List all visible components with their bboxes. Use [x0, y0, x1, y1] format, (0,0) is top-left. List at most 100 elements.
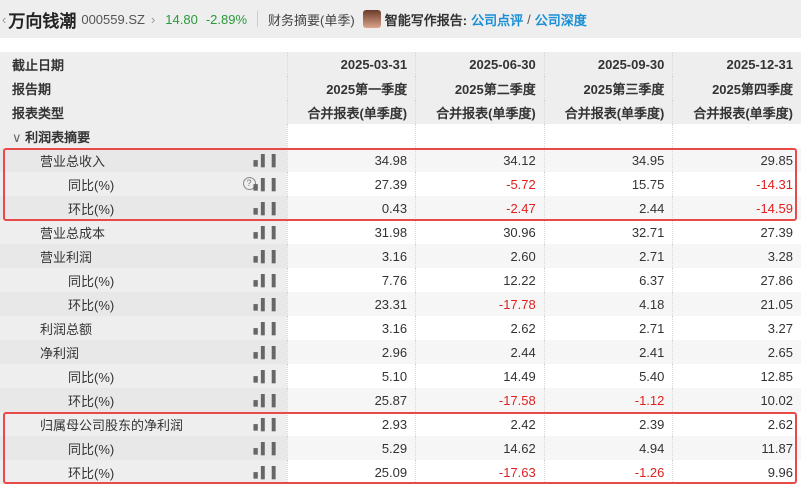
- value-cell: -17.63: [415, 460, 545, 484]
- table-row: 环比(%) ▖▌▐ 0.43 -2.47 2.44 -14.59: [0, 196, 801, 220]
- value-cell: -1.26: [543, 460, 673, 484]
- row-label: 同比(%): [68, 177, 115, 193]
- value-cell: -1.12: [543, 388, 673, 412]
- empty-cell: [543, 124, 673, 148]
- row-label: 环比(%): [68, 297, 115, 313]
- row-label: 同比(%): [68, 273, 115, 289]
- empty-cell: [672, 124, 801, 148]
- value-cell: 25.09: [286, 460, 416, 484]
- divider: [257, 11, 259, 27]
- value-cell: -17.58: [415, 388, 545, 412]
- stock-change: -2.89%: [205, 11, 248, 27]
- value-cell: 4.18: [543, 292, 673, 316]
- value-cell: -5.72: [415, 172, 545, 196]
- section-label: 利润表摘要: [25, 129, 91, 145]
- bar-chart-icon[interactable]: ▖▌▐: [253, 251, 275, 263]
- bar-chart-icon[interactable]: ▖▌▐: [253, 371, 275, 383]
- value-cell: 2.44: [543, 196, 673, 220]
- empty-cell: [415, 124, 545, 148]
- value-cell: 23.31: [286, 292, 416, 316]
- row-label: 营业总成本: [40, 225, 106, 241]
- stock-header: ‹ 万向钱潮 000559.SZ › 14.80 -2.89% 财务摘要(单季)…: [0, 0, 801, 38]
- value-cell: 31.98: [286, 220, 416, 244]
- value-cell: -17.78: [415, 292, 545, 316]
- value-cell: 2.41: [543, 340, 673, 364]
- row-label: 营业总收入: [40, 153, 106, 169]
- value-cell: 10.02: [672, 388, 801, 412]
- value-cell: 21.05: [672, 292, 801, 316]
- table-row: 营业利润 ▖▌▐ 3.16 2.60 2.71 3.28: [0, 244, 801, 268]
- back-chevron-icon[interactable]: ‹: [2, 11, 7, 27]
- value-cell: 5.40: [543, 364, 673, 388]
- value-cell: 3.16: [286, 244, 416, 268]
- bar-chart-icon[interactable]: ▖▌▐: [253, 323, 275, 335]
- bar-chart-icon[interactable]: ▖▌▐: [253, 203, 275, 215]
- bar-chart-icon[interactable]: ▖▌▐: [253, 155, 275, 167]
- value-cell: 2.62: [415, 316, 545, 340]
- row-label: 环比(%): [68, 393, 115, 409]
- bar-chart-icon[interactable]: ▖▌▐: [253, 299, 275, 311]
- value-cell: 3.27: [672, 316, 801, 340]
- row-label: 净利润: [40, 345, 80, 361]
- bar-chart-icon[interactable]: ▖▌▐: [253, 467, 275, 479]
- value-cell: 2.93: [286, 412, 416, 436]
- value-cell: 29.85: [672, 148, 801, 172]
- financial-table: 截止日期 2025-03-31 2025-06-30 2025-09-30 2025-1…: [0, 52, 801, 484]
- value-cell: 2.62: [672, 412, 801, 436]
- bar-chart-icon[interactable]: ▖▌▐: [253, 443, 275, 455]
- bar-chart-icon[interactable]: ▖▌▐: [253, 395, 275, 407]
- header-cell: 2025-12-31: [672, 52, 801, 76]
- chevron-right-icon[interactable]: ›: [150, 11, 156, 27]
- link-company-review[interactable]: 公司点评: [471, 12, 524, 28]
- header-label: 报表类型: [0, 100, 287, 124]
- header-cell: 2025-03-31: [286, 52, 416, 76]
- stock-name: 万向钱潮: [8, 11, 77, 31]
- value-cell: 34.95: [543, 148, 673, 172]
- page-title: 财务摘要(单季): [268, 12, 355, 28]
- value-cell: 12.22: [415, 268, 545, 292]
- value-cell: 2.96: [286, 340, 416, 364]
- value-cell: 0.43: [286, 196, 416, 220]
- value-cell: 2.60: [415, 244, 545, 268]
- value-cell: -2.47: [415, 196, 545, 220]
- value-cell: 2.44: [415, 340, 545, 364]
- value-cell: 27.86: [672, 268, 801, 292]
- header-cell: 2025-06-30: [415, 52, 545, 76]
- link-company-depth[interactable]: 公司深度: [534, 12, 587, 28]
- section-row[interactable]: ∨ 利润表摘要: [0, 124, 801, 148]
- bar-chart-icon[interactable]: ▖▌▐: [253, 347, 275, 359]
- header-row: 报告期 2025第一季度 2025第二季度 2025第三季度 2025第四季度: [0, 76, 801, 100]
- table-row: 归属母公司股东的净利润 ▖▌▐ 2.93 2.42 2.39 2.62: [0, 412, 801, 436]
- bar-chart-icon[interactable]: ▖▌▐: [253, 419, 275, 431]
- value-cell: 2.71: [543, 316, 673, 340]
- bar-chart-icon[interactable]: ▖▌▐: [253, 275, 275, 287]
- header-row: 截止日期 2025-03-31 2025-06-30 2025-09-30 2025-1…: [0, 52, 801, 76]
- value-cell: 6.37: [543, 268, 673, 292]
- stock-code: 000559.SZ: [81, 11, 145, 27]
- header-label: 截止日期: [0, 52, 287, 76]
- value-cell: 25.87: [286, 388, 416, 412]
- value-cell: 2.39: [543, 412, 673, 436]
- table-row: 净利润 ▖▌▐ 2.96 2.44 2.41 2.65: [0, 340, 801, 364]
- value-cell: 2.65: [672, 340, 801, 364]
- header-label: 报告期: [0, 76, 287, 100]
- chevron-down-icon[interactable]: ∨: [12, 129, 22, 145]
- bar-chart-icon[interactable]: ▖▌▐: [253, 227, 275, 239]
- help-icon[interactable]: ?: [242, 177, 256, 190]
- value-cell: 3.28: [672, 244, 801, 268]
- empty-cell: [286, 124, 416, 148]
- header-cell: 2025-09-30: [543, 52, 673, 76]
- value-cell: 34.98: [286, 148, 416, 172]
- row-label: 利润总额: [40, 321, 93, 337]
- bar-chart-icon[interactable]: ▖▌▐: [253, 179, 275, 191]
- header-cell: 合并报表(单季度): [286, 100, 416, 124]
- value-cell: 11.87: [672, 436, 801, 460]
- value-cell: 2.42: [415, 412, 545, 436]
- value-cell: 14.62: [415, 436, 545, 460]
- table-row: 环比(%) ▖▌▐ 23.31 -17.78 4.18 21.05: [0, 292, 801, 316]
- table-row: 环比(%) ▖▌▐ 25.09 -17.63 -1.26 9.96: [0, 460, 801, 484]
- header-cell: 合并报表(单季度): [543, 100, 673, 124]
- value-cell: 14.49: [415, 364, 545, 388]
- header-cell: 2025第一季度: [286, 76, 416, 100]
- section-toggle[interactable]: ∨ 利润表摘要: [0, 124, 287, 148]
